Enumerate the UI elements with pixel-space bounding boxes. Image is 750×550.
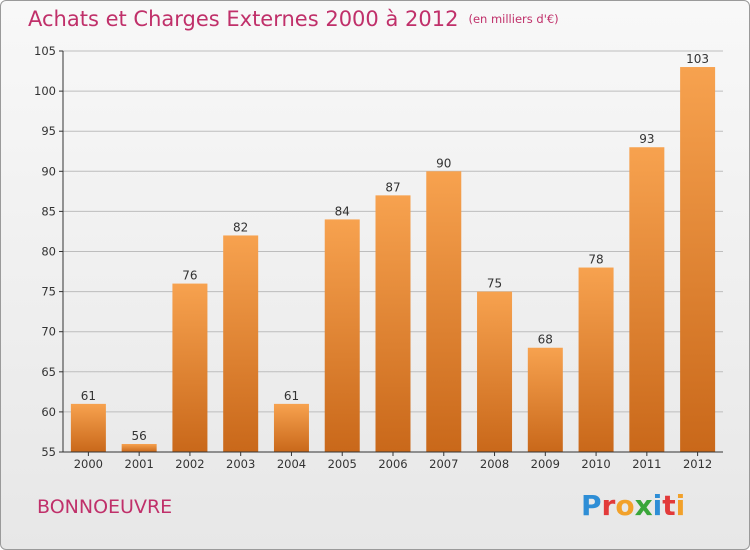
bar — [578, 267, 614, 452]
bar — [527, 347, 563, 452]
y-tick-label: 65 — [41, 365, 56, 379]
brand-letter: r — [601, 489, 616, 522]
bar-value-label: 78 — [588, 253, 603, 267]
x-tick-label: 2006 — [378, 457, 407, 471]
x-tick-label: 2011 — [632, 457, 661, 471]
y-tick-label: 100 — [34, 84, 56, 98]
place-name: BONNOEUVRE — [37, 496, 173, 518]
bar — [121, 443, 157, 452]
bar — [680, 67, 716, 452]
y-tick-label: 70 — [41, 325, 56, 339]
bar-value-label: 76 — [182, 269, 197, 283]
x-tick-label: 2000 — [74, 457, 103, 471]
y-tick-label: 95 — [41, 124, 56, 138]
bar-value-label: 84 — [335, 204, 350, 218]
y-tick-label: 105 — [34, 44, 56, 58]
brand-letter: x — [634, 489, 653, 522]
bar-value-label: 61 — [284, 389, 299, 403]
bar — [273, 403, 309, 452]
bar — [629, 147, 665, 453]
chart-title: Achats et Charges Externes 2000 à 2012 (e… — [28, 7, 559, 31]
bar — [477, 291, 513, 452]
proxiti-logo: Proxiti — [581, 489, 685, 522]
chart-title-text: Achats et Charges Externes 2000 à 2012 — [28, 7, 459, 31]
x-tick-label: 2002 — [175, 457, 204, 471]
x-tick-label: 2005 — [328, 457, 357, 471]
bar — [426, 171, 462, 453]
x-tick-label: 2001 — [125, 457, 154, 471]
y-tick-label: 55 — [41, 445, 56, 459]
y-tick-label: 90 — [41, 164, 56, 178]
x-tick-label: 2007 — [429, 457, 458, 471]
x-tick-label: 2012 — [683, 457, 712, 471]
bar-value-label: 87 — [385, 180, 400, 194]
bar-value-label: 82 — [233, 220, 248, 234]
brand-letter: t — [662, 489, 676, 522]
brand-letter: i — [652, 489, 663, 522]
brand-letter: P — [581, 489, 602, 522]
bar — [223, 235, 259, 452]
bar-value-label: 61 — [81, 389, 96, 403]
x-tick-label: 2008 — [480, 457, 509, 471]
bar-value-label: 103 — [686, 52, 709, 66]
x-tick-label: 2004 — [277, 457, 306, 471]
bar — [324, 219, 360, 452]
x-tick-label: 2003 — [226, 457, 255, 471]
brand-letter: o — [615, 489, 635, 522]
x-tick-label: 2010 — [581, 457, 610, 471]
brand-letter: i — [675, 489, 686, 522]
y-tick-label: 85 — [41, 204, 56, 218]
bar-value-label: 90 — [436, 156, 451, 170]
bar — [375, 195, 411, 453]
chart-subtitle: (en milliers d'€) — [468, 12, 559, 26]
bar-value-label: 68 — [538, 333, 553, 347]
bar-value-label: 56 — [132, 429, 147, 443]
bar — [70, 403, 106, 452]
y-tick-label: 60 — [41, 405, 56, 419]
bar-value-label: 75 — [487, 277, 502, 291]
bar-value-label: 93 — [639, 132, 654, 146]
y-tick-label: 80 — [41, 245, 56, 259]
y-tick-label: 75 — [41, 285, 56, 299]
bar — [172, 283, 208, 452]
x-tick-label: 2009 — [531, 457, 560, 471]
